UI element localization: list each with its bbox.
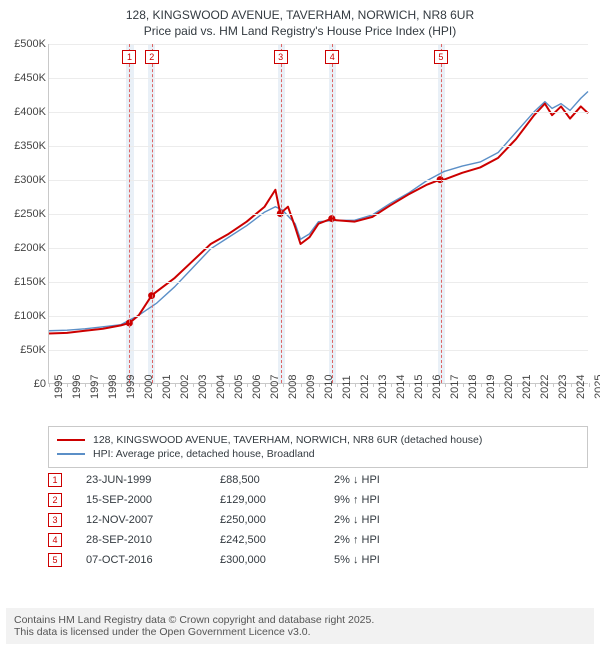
- x-tick-label: 2012: [359, 375, 371, 399]
- x-tick-label: 2011: [341, 375, 353, 399]
- chart-title-block: 128, KINGSWOOD AVENUE, TAVERHAM, NORWICH…: [0, 0, 600, 42]
- event-number: 3: [48, 513, 62, 527]
- event-diff: 9% ↑ HPI: [334, 494, 434, 506]
- chart-container: £0 £50K £100K £150K £200K £250K £300K £350K £400…: [6, 44, 594, 414]
- event-date: 15-SEP-2000: [86, 494, 196, 506]
- legend-row-hpi: HPI: Average price, detached house, Broa…: [57, 448, 579, 460]
- x-tick-label: 2019: [485, 375, 497, 399]
- y-tick-label: £250K: [6, 208, 46, 220]
- x-tick-label: 2003: [197, 375, 209, 399]
- event-date: 07-OCT-2016: [86, 554, 196, 566]
- x-tick-label: 2006: [251, 375, 263, 399]
- legend-swatch-hpi: [57, 453, 85, 455]
- x-tick-label: 2007: [269, 375, 281, 399]
- y-tick-label: £450K: [6, 72, 46, 84]
- y-tick-label: £500K: [6, 38, 46, 50]
- x-tick-label: 2009: [305, 375, 317, 399]
- event-price: £242,500: [220, 534, 310, 546]
- x-tick-label: 2002: [179, 375, 191, 399]
- y-tick-label: £350K: [6, 140, 46, 152]
- event-price: £88,500: [220, 474, 310, 486]
- x-tick-label: 2025: [593, 375, 600, 399]
- y-tick-label: £300K: [6, 174, 46, 186]
- event-diff: 2% ↑ HPI: [334, 534, 434, 546]
- event-price: £300,000: [220, 554, 310, 566]
- y-tick-label: £150K: [6, 276, 46, 288]
- event-date: 23-JUN-1999: [86, 474, 196, 486]
- y-tick-label: £0: [6, 378, 46, 390]
- event-number: 5: [48, 553, 62, 567]
- y-tick-label: £100K: [6, 310, 46, 322]
- event-row: 2 15-SEP-2000 £129,000 9% ↑ HPI: [48, 490, 588, 510]
- event-number: 2: [48, 493, 62, 507]
- x-tick-label: 2018: [467, 375, 479, 399]
- y-tick-label: £400K: [6, 106, 46, 118]
- event-price: £129,000: [220, 494, 310, 506]
- x-tick-label: 2013: [377, 375, 389, 399]
- sale-marker-5: 5: [434, 50, 448, 64]
- x-tick-label: 2000: [143, 375, 155, 399]
- x-tick-label: 1996: [71, 375, 83, 399]
- event-row: 3 12-NOV-2007 £250,000 2% ↓ HPI: [48, 510, 588, 530]
- y-tick-label: £50K: [6, 344, 46, 356]
- x-tick-label: 1999: [125, 375, 137, 399]
- x-tick-label: 2022: [539, 375, 551, 399]
- event-diff: 5% ↓ HPI: [334, 554, 434, 566]
- footer-line1: Contains HM Land Registry data © Crown c…: [14, 614, 586, 626]
- sale-marker-3: 3: [274, 50, 288, 64]
- x-tick-label: 1995: [53, 375, 65, 399]
- legend-row-price-paid: 128, KINGSWOOD AVENUE, TAVERHAM, NORWICH…: [57, 434, 579, 446]
- legend-label-price-paid: 128, KINGSWOOD AVENUE, TAVERHAM, NORWICH…: [93, 434, 482, 446]
- event-diff: 2% ↓ HPI: [334, 514, 434, 526]
- events-table: 1 23-JUN-1999 £88,500 2% ↓ HPI 2 15-SEP-2000 £…: [48, 470, 588, 570]
- x-tick-label: 2015: [413, 375, 425, 399]
- event-row: 1 23-JUN-1999 £88,500 2% ↓ HPI: [48, 470, 588, 490]
- legend-label-hpi: HPI: Average price, detached house, Broa…: [93, 448, 315, 460]
- sale-marker-1: 1: [122, 50, 136, 64]
- x-tick-label: 2014: [395, 375, 407, 399]
- title-address: 128, KINGSWOOD AVENUE, TAVERHAM, NORWICH…: [10, 8, 590, 22]
- y-tick-label: £200K: [6, 242, 46, 254]
- x-tick-label: 2023: [557, 375, 569, 399]
- event-number: 4: [48, 533, 62, 547]
- x-tick-label: 2021: [521, 375, 533, 399]
- event-price: £250,000: [220, 514, 310, 526]
- event-row: 4 28-SEP-2010 £242,500 2% ↑ HPI: [48, 530, 588, 550]
- sale-marker-2: 2: [145, 50, 159, 64]
- x-tick-label: 2004: [215, 375, 227, 399]
- legend-swatch-price-paid: [57, 439, 85, 441]
- x-tick-label: 2001: [161, 375, 173, 399]
- x-tick-label: 2024: [575, 375, 587, 399]
- x-tick-label: 2005: [233, 375, 245, 399]
- footer-attribution: Contains HM Land Registry data © Crown c…: [6, 608, 594, 644]
- event-date: 28-SEP-2010: [86, 534, 196, 546]
- x-tick-label: 1998: [107, 375, 119, 399]
- legend-box: 128, KINGSWOOD AVENUE, TAVERHAM, NORWICH…: [48, 426, 588, 468]
- event-diff: 2% ↓ HPI: [334, 474, 434, 486]
- event-number: 1: [48, 473, 62, 487]
- x-tick-label: 2008: [287, 375, 299, 399]
- x-tick-label: 2017: [449, 375, 461, 399]
- event-row: 5 07-OCT-2016 £300,000 5% ↓ HPI: [48, 550, 588, 570]
- x-tick-label: 1997: [89, 375, 101, 399]
- title-subtitle: Price paid vs. HM Land Registry's House …: [10, 24, 590, 38]
- footer-line2: This data is licensed under the Open Gov…: [14, 626, 586, 638]
- event-date: 12-NOV-2007: [86, 514, 196, 526]
- plot-area: 1995199619971998199920002001200220032004…: [48, 44, 588, 384]
- sale-marker-4: 4: [325, 50, 339, 64]
- x-tick-label: 2020: [503, 375, 515, 399]
